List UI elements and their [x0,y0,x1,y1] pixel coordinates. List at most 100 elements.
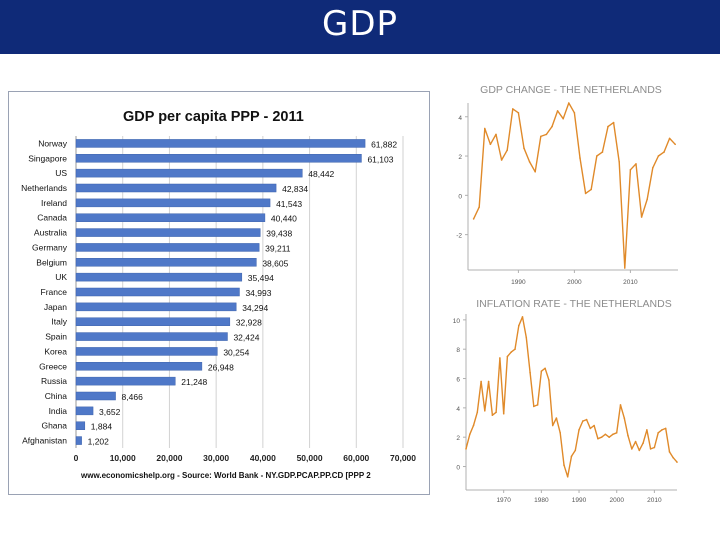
value-label-ghana: 1,884 [91,422,113,432]
value-label-australia: 39,438 [266,229,292,239]
x-tick-label: 1970 [496,497,511,504]
data-point [563,464,565,466]
value-label-canada: 40,440 [271,214,297,224]
data-point [624,267,626,269]
data-point [556,110,559,112]
category-label-india: India [49,406,68,416]
category-label-uk: UK [55,272,67,282]
bar-greece [75,362,203,371]
bar-japan [75,302,237,312]
x-tick-label: 2000 [567,279,582,286]
bar-chart-panel: GDP per capita PPP - 2011 www.economicsh… [8,91,430,495]
y-tick-label: 2 [456,435,460,442]
y-tick-label: 4 [458,115,462,122]
bar-germany [75,243,260,252]
x-tick-label: 1980 [534,497,549,504]
data-point [544,367,546,370]
data-point [465,448,467,450]
inflation-title: INFLATION RATE - THE NETHERLANDS [476,298,671,310]
data-point [484,127,486,130]
data-point [612,433,614,436]
data-point [517,112,520,114]
y-tick-label: 0 [456,465,460,472]
value-label-greece: 26,948 [208,362,234,372]
data-point [638,449,641,452]
value-label-china: 8,466 [122,392,144,402]
bar-russia [75,376,176,386]
data-point [618,161,620,163]
bar-korea [75,347,218,356]
value-label-us: 48,442 [308,169,334,179]
data-point [487,380,490,383]
bar-france [75,287,240,297]
x-tick-label: 1990 [572,497,587,504]
x-tick-label: 0 [74,453,79,463]
x-tick-label: 1990 [511,279,526,286]
data-point [629,169,632,171]
data-point [619,404,622,406]
data-point [533,405,535,408]
data-point [593,424,595,427]
data-point [634,440,637,443]
data-point [661,429,663,431]
data-point [596,155,598,157]
data-point [529,371,531,374]
category-label-italy: Italy [51,317,67,327]
x-tick-label: 2010 [647,497,662,504]
category-label-china: China [45,391,67,401]
category-label-us: US [55,168,67,178]
data-point [472,424,475,427]
data-point [540,135,542,138]
data-point [574,449,577,452]
bar-chart-title: GDP per capita PPP - 2011 [123,109,304,125]
data-point [631,448,633,450]
data-point [627,434,629,437]
bar-india [75,406,94,416]
bar-china [75,391,116,401]
value-label-france: 34,993 [245,288,271,298]
data-point [551,424,554,427]
data-point [506,149,508,151]
x-tick-label: 20,000 [156,453,182,463]
data-point [568,102,570,104]
data-point [491,414,494,416]
category-label-japan: Japan [44,302,67,312]
gdp-change-title: GDP CHANGE - THE NETHERLANDS [480,84,662,96]
data-point [597,437,599,440]
data-point [578,429,580,431]
data-point [502,412,505,415]
x-tick-label: 2010 [623,279,638,286]
bar-uk [75,272,243,282]
data-point [484,410,486,412]
data-point [548,379,550,381]
x-tick-label: 2000 [609,497,624,504]
data-point [668,137,671,140]
title-bar: GDP [0,0,720,54]
category-label-australia: Australia [34,228,67,238]
x-tick-label: 40,000 [250,453,276,463]
category-label-korea: Korea [44,346,67,356]
bar-ireland [75,198,271,208]
bar-singapore [75,154,362,163]
data-point [604,433,607,436]
data-point [585,418,588,421]
data-point [472,218,475,220]
category-label-ireland: Ireland [41,198,67,208]
data-point [623,417,626,419]
value-label-italy: 32,928 [236,318,262,328]
x-tick-label: 30,000 [203,453,229,463]
data-point [601,151,604,153]
data-point [657,432,659,434]
data-point [510,351,512,353]
bar-australia [75,228,261,237]
data-point [640,216,643,218]
data-point [674,143,676,146]
data-point [573,112,576,114]
data-point [664,427,667,430]
data-point [582,420,584,422]
gdp-per-capita-bar-chart: GDP per capita PPP - 2011 www.economicsh… [21,109,416,480]
value-label-afghanistan: 1,202 [88,437,110,447]
data-point [615,432,618,434]
data-point [545,133,548,136]
y-tick-label: -2 [456,233,462,240]
